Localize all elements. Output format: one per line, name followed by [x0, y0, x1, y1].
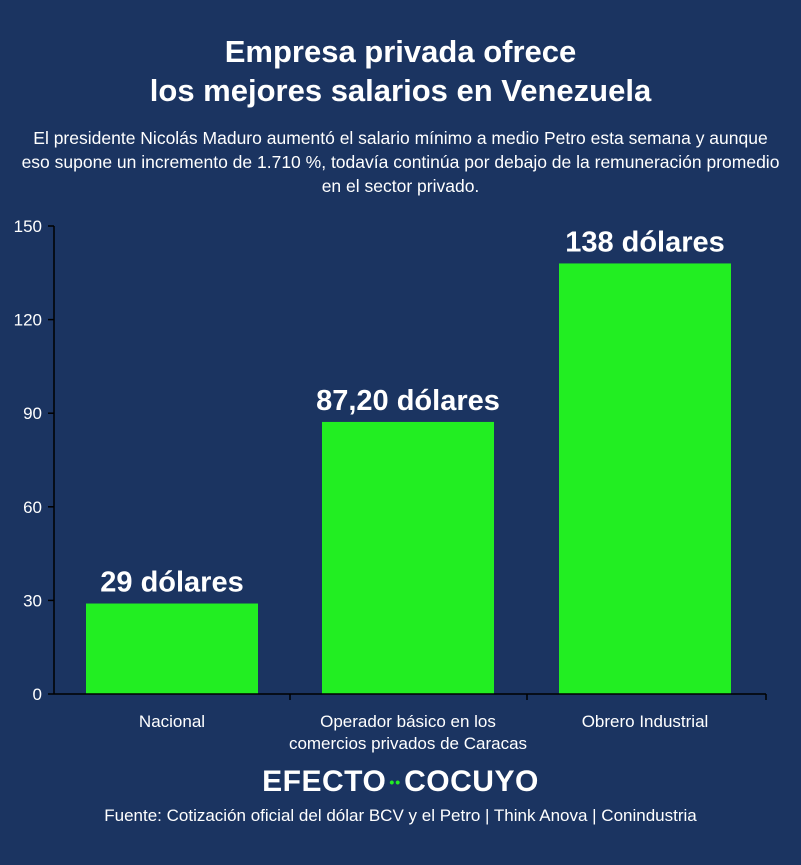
- y-tick-label: 60: [23, 498, 42, 517]
- source-note: Fuente: Cotización oficial del dólar BCV…: [104, 806, 697, 825]
- logo-text-cocuyo: COCUYO: [404, 765, 539, 798]
- data-label-3: 138 dólares: [565, 226, 725, 258]
- data-label-1: 29 dólares: [100, 567, 243, 599]
- y-tick-label: 30: [23, 591, 42, 610]
- bar-2: [322, 421, 494, 694]
- chart-title: Empresa privada ofrece los mejores salar…: [0, 32, 801, 110]
- data-label-2: 87,20 dólares: [316, 385, 500, 417]
- y-tick-label: 150: [14, 217, 42, 236]
- chart-subtitle: El presidente Nicolás Maduro aumentó el …: [21, 128, 780, 196]
- y-axis: 0 30 60 90 120 150: [14, 217, 55, 704]
- y-tick-label: 90: [23, 404, 42, 423]
- category-label-line: Operador básico en los: [320, 712, 496, 731]
- category-label-line: Obrero Industrial: [582, 712, 709, 731]
- chart-title-line-2: los mejores salarios en Venezuela: [149, 73, 652, 108]
- x-category-label-3: Obrero Industrial: [582, 712, 709, 731]
- bar-3: [559, 263, 731, 694]
- chart-title-line-1: Empresa privada ofrece: [224, 34, 577, 69]
- x-category-label-1: Nacional: [139, 712, 205, 731]
- x-category-label-2: Operador básico en los comercios privados…: [289, 712, 527, 753]
- efecto-cocuyo-logo: EFECTO •• COCUYO: [0, 765, 801, 799]
- category-label-line: comercios privados de Caracas: [289, 734, 527, 753]
- bars: [86, 263, 731, 694]
- logo-text-efecto: EFECTO: [262, 765, 387, 798]
- category-label-line: Nacional: [139, 712, 205, 731]
- logo-dots-icon: ••: [389, 774, 402, 790]
- data-labels: 29 dólares 87,20 dólares 138 dólares: [100, 226, 725, 598]
- category-labels: Nacional Operador básico en los comercios …: [139, 712, 708, 753]
- y-tick-label: 0: [33, 685, 42, 704]
- x-axis: [54, 693, 767, 700]
- bar-1: [86, 603, 258, 694]
- y-tick-label: 120: [14, 311, 42, 330]
